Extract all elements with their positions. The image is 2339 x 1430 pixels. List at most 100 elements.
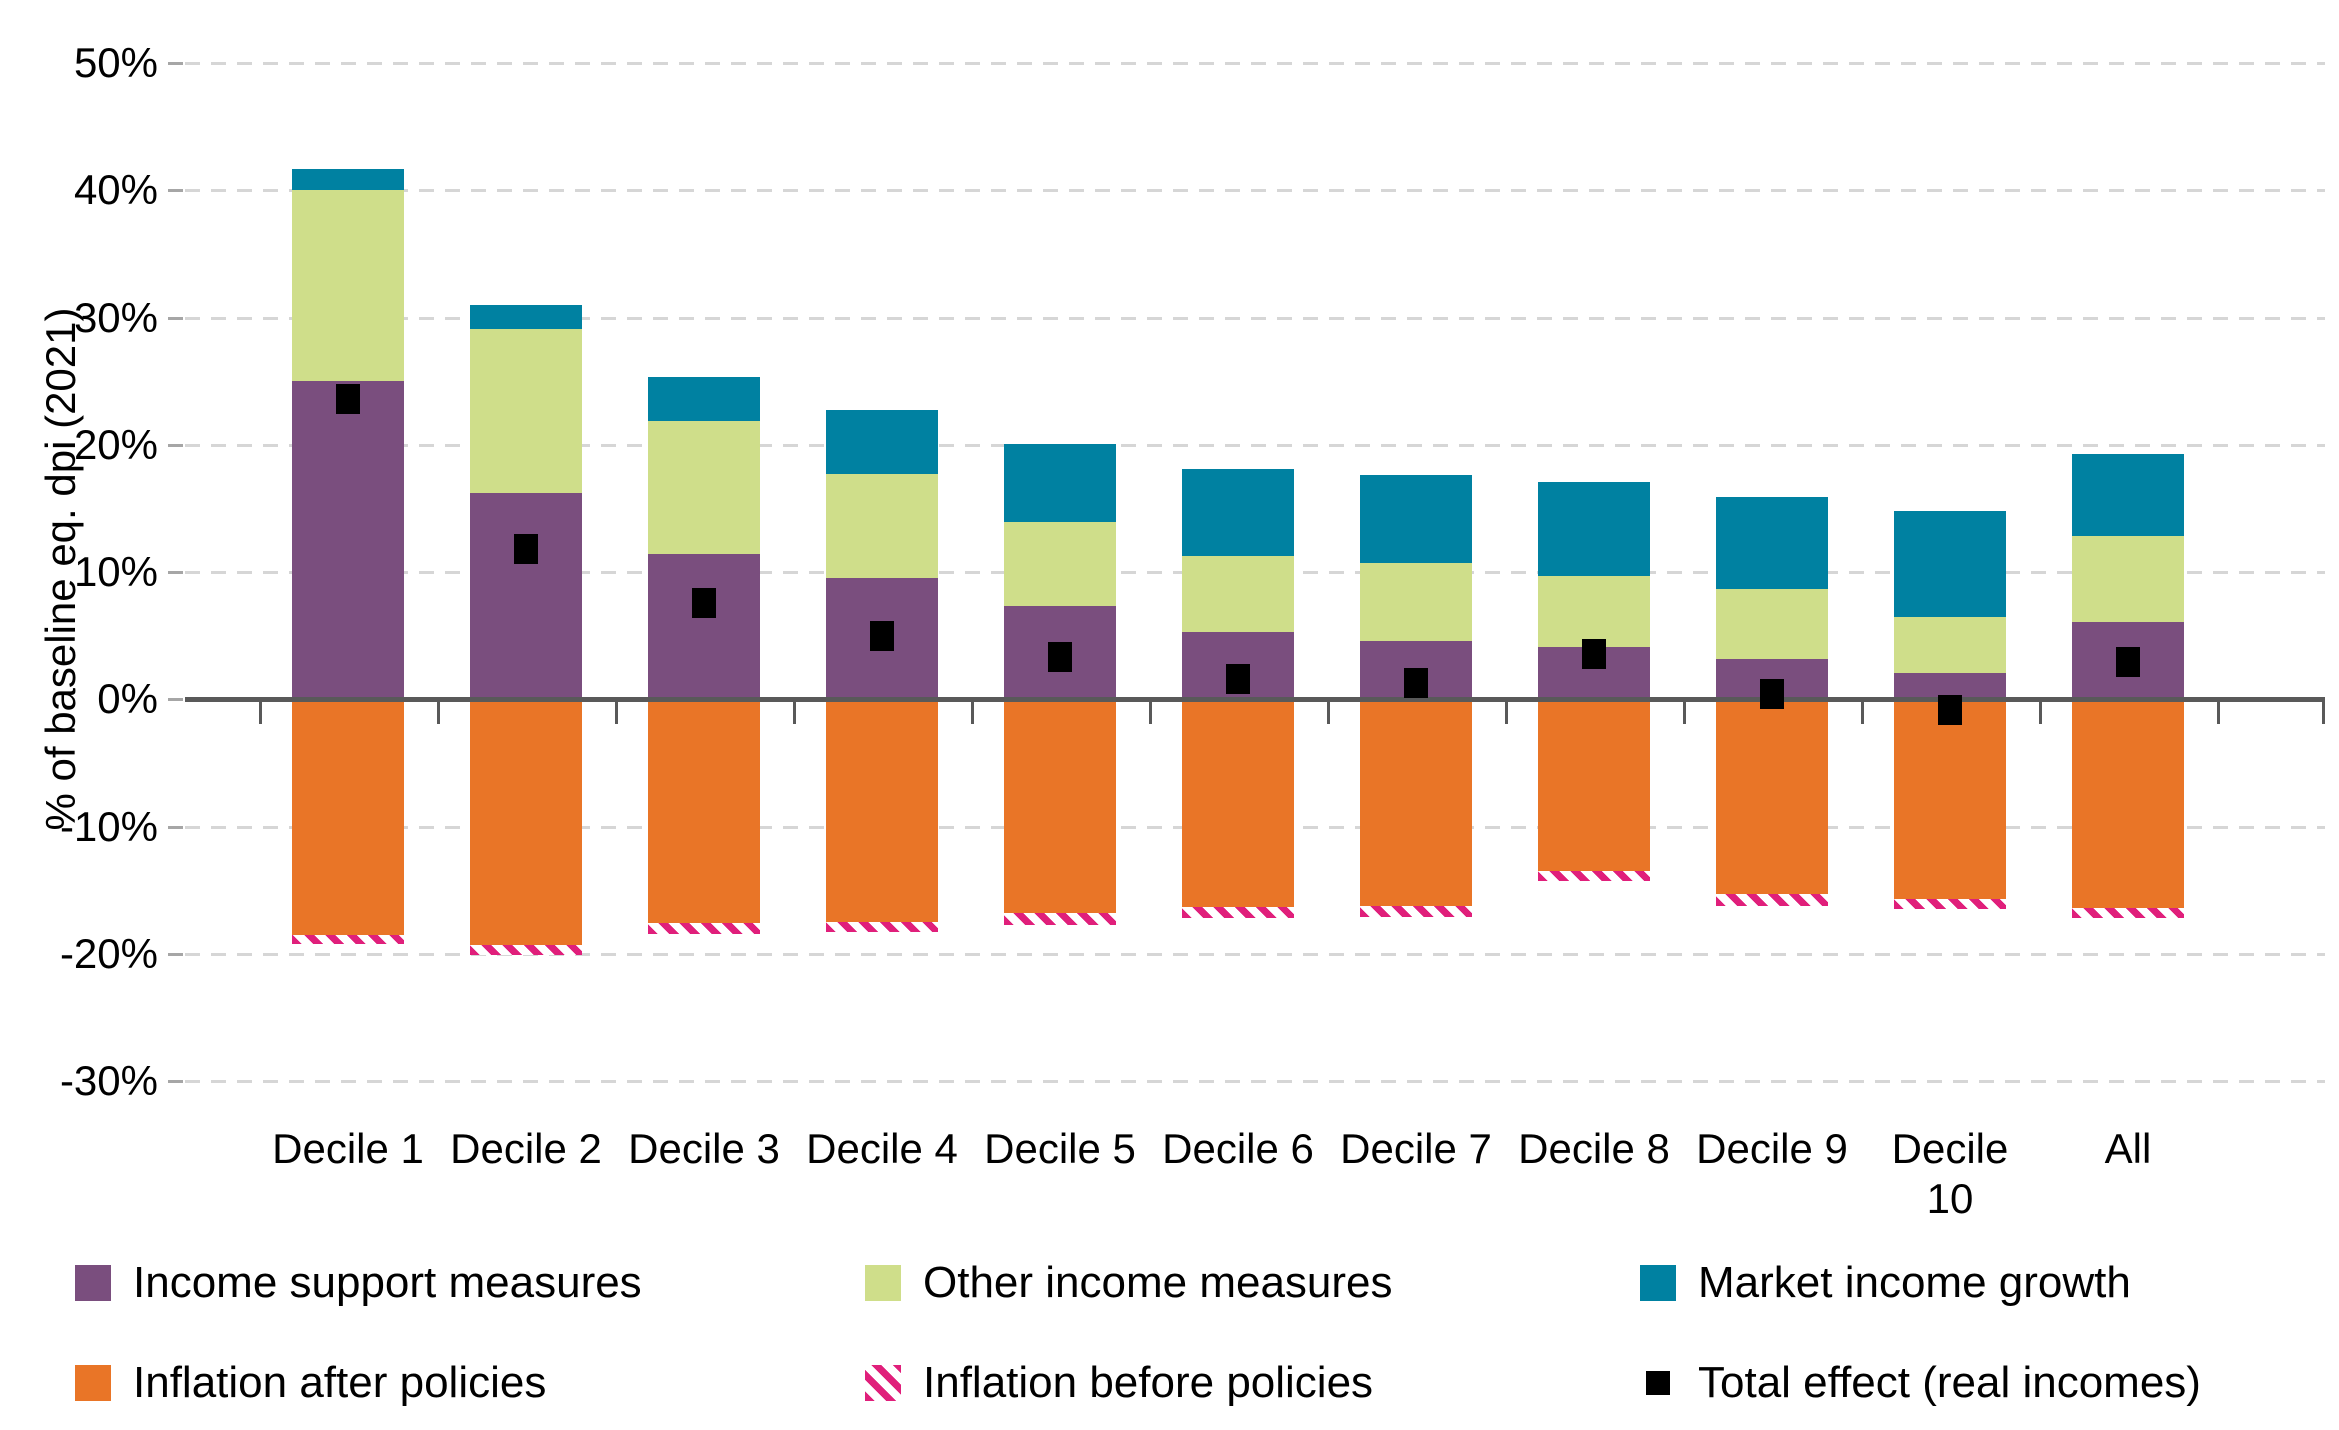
x-tick-label: Decile 1	[272, 1125, 424, 1172]
category-tickmark	[2322, 702, 2325, 725]
y-gridline	[185, 316, 2325, 320]
bar-segment-inflation-after-policies	[1004, 699, 1116, 914]
legend-swatch-other-income-measures	[865, 1265, 901, 1301]
x-tick-label: Decile 4	[806, 1125, 958, 1172]
total-effect-marker	[1048, 642, 1072, 673]
legend-item-total-effect-real-incomes: Total effect (real incomes)	[1640, 1358, 2201, 1408]
legend-swatch-market-income-growth	[1640, 1265, 1676, 1301]
y-gridline	[185, 189, 2325, 193]
y-tick-label: 20%	[73, 420, 158, 468]
bar-segment-market-income-growth	[2072, 453, 2184, 537]
bar-segment-inflation-after-policies	[1894, 699, 2006, 900]
bar-segment-market-income-growth	[1360, 475, 1472, 564]
bar-segment-other-income-measures	[1360, 563, 1472, 641]
bar-segment-market-income-growth	[292, 168, 404, 191]
total-effect-marker	[1226, 663, 1250, 694]
y-tick-label: 10%	[73, 548, 158, 596]
total-effect-marker	[336, 383, 360, 414]
legend-label: Total effect (real incomes)	[1698, 1358, 2201, 1407]
y-tick-label: -10%	[59, 802, 158, 850]
x-axis-line	[185, 697, 2325, 703]
bar-segment-inflation-before-policies	[292, 934, 404, 944]
y-gridline	[185, 62, 2325, 65]
legend-swatch-income-support-measures	[75, 1265, 111, 1301]
x-tick-label: Decile 2	[450, 1125, 602, 1172]
legend-label: Inflation after policies	[133, 1358, 547, 1407]
y-tick-label: -30%	[59, 1057, 158, 1105]
y-axis-tickmark	[168, 189, 183, 193]
bar-segment-market-income-growth	[648, 377, 760, 421]
bar-segment-market-income-growth	[1182, 468, 1294, 556]
y-tick-label: 40%	[73, 166, 158, 214]
y-axis-tickmark	[168, 825, 183, 829]
category-tickmark	[2217, 702, 2220, 725]
category-tickmark	[437, 702, 440, 725]
total-effect-marker	[692, 587, 716, 618]
bar-segment-other-income-measures	[1004, 522, 1116, 607]
bar-segment-inflation-before-policies	[2072, 908, 2184, 919]
total-effect-marker	[1938, 694, 1962, 725]
legend-label: Inflation before policies	[923, 1358, 1374, 1407]
category-tickmark	[259, 702, 262, 725]
bar-segment-inflation-before-policies	[1538, 871, 1650, 882]
x-tick-label: All	[2104, 1125, 2152, 1172]
y-axis-tickmark	[168, 443, 183, 447]
bar-segment-inflation-before-policies	[1182, 906, 1294, 919]
bar-segment-inflation-after-policies	[826, 699, 938, 923]
legend-swatch-inflation-before-policies	[865, 1365, 901, 1401]
category-tickmark	[971, 702, 974, 725]
bar-segment-inflation-before-policies	[826, 922, 938, 933]
bar-segment-other-income-measures	[1538, 575, 1650, 648]
y-axis-tickmark	[168, 698, 183, 702]
bar-segment-market-income-growth	[826, 410, 938, 475]
total-effect-marker	[1582, 638, 1606, 669]
total-effect-marker	[514, 534, 538, 565]
y-axis-tickmark	[168, 571, 183, 575]
bar-segment-inflation-after-policies	[470, 699, 582, 945]
bar-segment-market-income-growth	[1894, 510, 2006, 617]
x-tick-label: Decile 3	[628, 1125, 780, 1172]
legend-item-other-income-measures: Other income measures	[865, 1258, 1393, 1308]
bar-segment-inflation-before-policies	[1360, 905, 1472, 917]
total-effect-marker	[870, 620, 894, 651]
category-tickmark	[615, 702, 618, 725]
bar-segment-market-income-growth	[1004, 443, 1116, 523]
x-tick-label: Decile 9	[1696, 1125, 1848, 1172]
bar-segment-inflation-after-policies	[1716, 699, 1828, 895]
x-tick-label: Decile 7	[1340, 1125, 1492, 1172]
x-tick-label: Decile 8	[1518, 1125, 1670, 1172]
bar-segment-inflation-before-policies	[1894, 899, 2006, 910]
bar-segment-inflation-before-policies	[1004, 913, 1116, 925]
y-axis-tickmark	[168, 1080, 183, 1084]
bar-segment-inflation-after-policies	[1360, 699, 1472, 906]
bar-segment-income-support-measures	[292, 381, 404, 700]
x-tick-label: Decile 10	[1891, 1125, 2009, 1222]
category-tickmark	[1327, 702, 1330, 725]
y-axis-tickmark	[168, 952, 183, 956]
category-tickmark	[1505, 702, 1508, 725]
bar-segment-other-income-measures	[292, 190, 404, 382]
bar-segment-market-income-growth	[1538, 481, 1650, 576]
category-tickmark	[1683, 702, 1686, 725]
bar-segment-other-income-measures	[648, 420, 760, 555]
bar-segment-income-support-measures	[470, 493, 582, 700]
bar-segment-inflation-before-policies	[470, 944, 582, 956]
legend-label: Income support measures	[133, 1258, 642, 1307]
bar-segment-inflation-after-policies	[1182, 699, 1294, 907]
y-axis-tickmark	[168, 62, 183, 65]
total-effect-marker	[1404, 667, 1428, 698]
total-effect-marker	[1760, 679, 1784, 710]
bar-segment-other-income-measures	[1182, 555, 1294, 632]
legend-item-income-support-measures: Income support measures	[75, 1258, 642, 1308]
x-tick-label: Decile 6	[1162, 1125, 1314, 1172]
bar-segment-inflation-after-policies	[2072, 699, 2184, 909]
bar-segment-other-income-measures	[826, 474, 938, 579]
bar-segment-inflation-before-policies	[648, 923, 760, 934]
bar-segment-income-support-measures	[648, 554, 760, 700]
bar-segment-other-income-measures	[470, 328, 582, 494]
category-tickmark	[2039, 702, 2042, 725]
bar-segment-inflation-after-policies	[292, 699, 404, 935]
y-tick-label: -20%	[59, 929, 158, 977]
bar-segment-inflation-before-policies	[1716, 894, 1828, 906]
bar-segment-market-income-growth	[1716, 496, 1828, 589]
